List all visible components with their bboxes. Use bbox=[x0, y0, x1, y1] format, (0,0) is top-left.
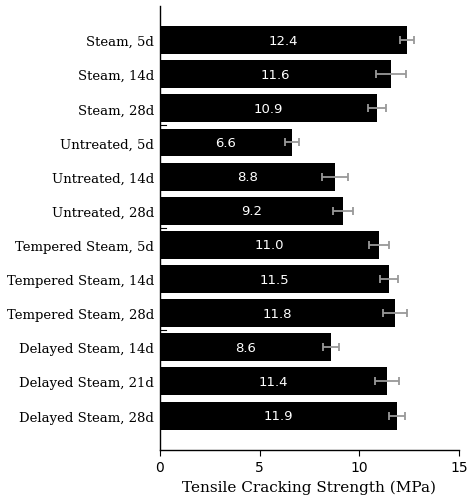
Text: 11.5: 11.5 bbox=[260, 273, 289, 286]
Bar bbox=[160, 402, 398, 430]
Bar bbox=[160, 368, 388, 396]
Bar bbox=[160, 231, 380, 260]
Text: 9.2: 9.2 bbox=[241, 205, 262, 218]
Bar bbox=[160, 27, 408, 55]
Text: 11.6: 11.6 bbox=[261, 69, 290, 82]
Bar bbox=[160, 61, 391, 89]
X-axis label: Tensile Cracking Strength (MPa): Tensile Cracking Strength (MPa) bbox=[182, 479, 437, 494]
Text: 8.6: 8.6 bbox=[235, 341, 256, 354]
Bar bbox=[160, 197, 343, 225]
Bar bbox=[160, 95, 377, 123]
Text: 11.8: 11.8 bbox=[263, 307, 292, 320]
Bar bbox=[160, 300, 395, 328]
Text: 12.4: 12.4 bbox=[269, 35, 298, 48]
Bar bbox=[160, 334, 332, 362]
Text: 11.0: 11.0 bbox=[255, 239, 285, 252]
Text: 8.8: 8.8 bbox=[237, 171, 258, 184]
Bar bbox=[160, 163, 335, 191]
Text: 6.6: 6.6 bbox=[215, 137, 236, 150]
Text: 11.9: 11.9 bbox=[264, 409, 293, 422]
Bar bbox=[160, 266, 390, 294]
Text: 10.9: 10.9 bbox=[254, 103, 283, 116]
Text: 11.4: 11.4 bbox=[259, 375, 288, 388]
Bar bbox=[160, 129, 292, 157]
